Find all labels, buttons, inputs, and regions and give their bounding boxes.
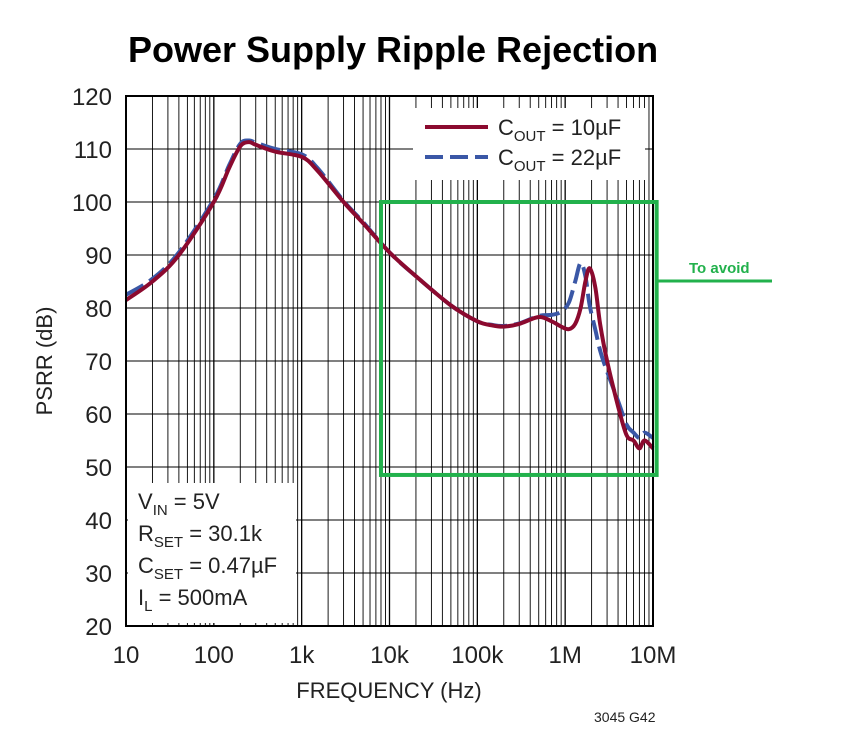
condition-il: IL = 500mA: [138, 585, 248, 615]
plot-frame: [125, 95, 654, 627]
avoid-label: To avoid: [689, 260, 750, 277]
legend-entry-22uF: COUT = 22µF: [498, 145, 621, 175]
conditions-background: [128, 483, 296, 623]
y-axis-label: PSRR (dB): [32, 307, 57, 416]
x-tick-labels: 10 100 1k 10k 100k 1M 10M: [113, 642, 677, 669]
y-tick-label: 90: [85, 243, 112, 270]
y-tick-label: 50: [85, 455, 112, 482]
x-tick-label: 10: [113, 642, 140, 669]
y-tick-label: 70: [85, 349, 112, 376]
condition-rset: RSET = 30.1k: [138, 521, 263, 551]
conditions-box: VIN = 5V RSET = 30.1k CSET = 0.47µF IL =…: [128, 483, 296, 623]
x-tick-label: 1k: [289, 642, 315, 669]
condition-cset: CSET = 0.47µF: [138, 553, 277, 583]
series-line-10uF: [124, 140, 655, 451]
x-tick-label: 100k: [451, 642, 504, 669]
y-tick-labels: 20 30 40 50 60 70 80 90 100 110 120: [72, 84, 112, 641]
x-tick-label: 10k: [370, 642, 410, 669]
condition-vin: VIN = 5V: [138, 489, 220, 519]
chart-title: Power Supply Ripple Rejection: [128, 29, 658, 70]
y-tick-label: 20: [85, 614, 112, 641]
y-tick-label: 120: [72, 84, 112, 111]
x-tick-label: 100: [194, 642, 234, 669]
x-axis-label: FREQUENCY (Hz): [296, 678, 481, 703]
avoid-region-box: [378, 200, 659, 477]
x-tick-label: 10M: [630, 642, 677, 669]
y-tick-label: 30: [85, 561, 112, 588]
legend-background: [413, 108, 645, 180]
legend: COUT = 10µF COUT = 22µF: [413, 108, 645, 180]
y-tick-label: 100: [72, 190, 112, 217]
y-tick-label: 40: [85, 508, 112, 535]
y-tick-label: 110: [74, 137, 112, 164]
avoid-region-annotation: To avoid: [378, 200, 772, 477]
y-tick-label: 60: [85, 402, 112, 429]
legend-entry-10uF: COUT = 10µF: [498, 115, 621, 145]
y-tick-label: 80: [85, 296, 112, 323]
figure-code: 3045 G42: [594, 709, 656, 725]
series-layer: [124, 138, 655, 451]
x-tick-label: 1M: [548, 642, 581, 669]
